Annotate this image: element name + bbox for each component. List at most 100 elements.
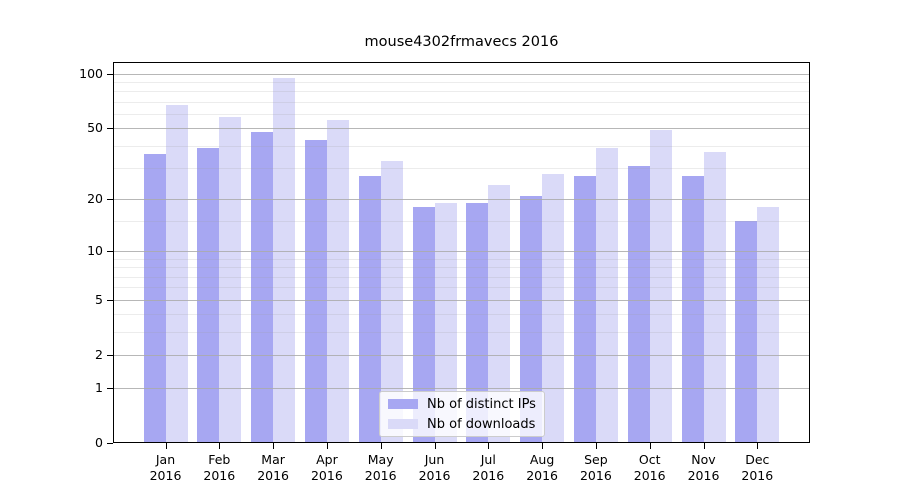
bar-nb-of-downloads-nov-2016 [703, 151, 726, 443]
x-tick-label-line: May [367, 452, 394, 467]
bar-nb-of-distinct-ips-jan-2016 [143, 154, 166, 443]
gridline-minor-90 [113, 82, 810, 84]
bar-nb-of-downloads-jun-2016 [434, 203, 457, 443]
bar-nb-of-distinct-ips-mar-2016 [251, 131, 274, 443]
y-tick-mark-1 [107, 387, 113, 389]
bar-nb-of-downloads-mar-2016 [273, 77, 296, 443]
bar-nb-of-distinct-ips-apr-2016 [304, 140, 327, 443]
x-tick-mark-jun-2016 [434, 443, 436, 449]
gridline-major-20 [113, 199, 810, 201]
x-tick-label-line: 2016 [257, 467, 289, 483]
legend: Nb of distinct IPs Nb of downloads [379, 391, 545, 437]
x-tick-label-mar-2016: Mar 2016 [241, 452, 305, 483]
x-tick-label-sep-2016: Sep 2016 [564, 452, 628, 483]
x-tick-label-line: 2016 [579, 467, 612, 483]
gridline-major-100 [113, 73, 810, 75]
legend-item-downloads: Nb of downloads [388, 417, 536, 432]
x-tick-mark-apr-2016 [326, 443, 328, 449]
gridline-major-2 [113, 355, 810, 357]
x-tick-label-line: Jun [424, 452, 445, 467]
x-tick-label-line: 2016 [472, 467, 505, 483]
x-tick-label-line: 2016 [418, 467, 451, 483]
x-tick-label-jun-2016: Jun 2016 [403, 452, 467, 483]
y-tick-label-50: 50 [87, 120, 103, 136]
gridline-major-1 [113, 387, 810, 389]
x-tick-label-line: 2016 [526, 467, 558, 483]
x-tick-label-line: Dec [745, 452, 770, 467]
x-tick-label-jan-2016: Jan 2016 [134, 452, 198, 483]
bar-nb-of-distinct-ips-jun-2016 [412, 207, 435, 443]
gridline-minor-30 [113, 168, 810, 170]
chart-title: mouse4302frmavecs 2016 [364, 34, 559, 50]
x-tick-mark-may-2016 [380, 443, 382, 449]
x-tick-label-line: Aug [529, 452, 555, 467]
x-tick-label-line: Jul [480, 452, 496, 467]
bar-nb-of-downloads-oct-2016 [649, 130, 672, 443]
bar-nb-of-distinct-ips-may-2016 [358, 176, 381, 443]
bar-nb-of-distinct-ips-jul-2016 [466, 203, 489, 443]
gridline-minor-9 [113, 258, 810, 260]
legend-swatch-distinct-ips-icon [388, 399, 418, 409]
x-tick-label-apr-2016: Apr 2016 [295, 452, 359, 483]
x-tick-label-jul-2016: Jul 2016 [456, 452, 520, 483]
plot-area [113, 62, 810, 443]
x-tick-label-dec-2016: Dec 2016 [725, 452, 789, 483]
x-tick-label-line: Oct [638, 452, 661, 467]
gridline-minor-60 [113, 114, 810, 116]
x-tick-mark-nov-2016 [703, 443, 705, 449]
y-tick-label-0: 0 [95, 435, 103, 450]
legend-swatch-downloads-icon [388, 419, 418, 429]
bar-nb-of-downloads-jul-2016 [488, 185, 511, 443]
gridline-minor-40 [113, 145, 810, 147]
x-tick-label-line: 2016 [633, 467, 666, 483]
y-tick-mark-0 [107, 443, 113, 444]
x-tick-label-line: 2016 [149, 467, 182, 483]
gridline-minor-70 [113, 102, 810, 103]
y-tick-mark-2 [107, 355, 113, 357]
x-tick-label-line: Jan [155, 452, 176, 467]
y-tick-label-100: 100 [79, 65, 103, 81]
y-tick-mark-100 [107, 73, 113, 75]
bar-nb-of-downloads-feb-2016 [219, 116, 242, 443]
x-tick-label-feb-2016: Feb 2016 [187, 452, 251, 483]
gridline-minor-4 [113, 314, 810, 316]
x-tick-label-may-2016: May 2016 [349, 452, 413, 483]
y-tick-label-20: 20 [87, 191, 103, 207]
x-tick-mark-jul-2016 [488, 443, 490, 449]
y-tick-mark-10 [107, 251, 113, 253]
x-tick-label-line: 2016 [310, 467, 343, 483]
x-tick-label-line: Mar [261, 452, 285, 467]
y-tick-label-1: 1 [95, 379, 103, 395]
x-tick-mark-mar-2016 [273, 443, 275, 449]
y-tick-label-2: 2 [95, 347, 103, 363]
bar-nb-of-distinct-ips-aug-2016 [520, 195, 543, 443]
gridline-minor-6 [113, 287, 810, 289]
x-tick-mark-aug-2016 [542, 443, 544, 449]
legend-label-distinct-ips: Nb of distinct IPs [427, 396, 536, 412]
bar-nb-of-distinct-ips-oct-2016 [627, 165, 650, 443]
x-tick-mark-jan-2016 [165, 443, 167, 449]
x-tick-label-line: 2016 [687, 467, 720, 483]
bar-nb-of-downloads-jan-2016 [165, 105, 188, 443]
gridline-minor-3 [113, 332, 810, 334]
x-tick-label-line: 2016 [741, 467, 774, 483]
bar-nb-of-downloads-aug-2016 [542, 173, 565, 443]
legend-item-distinct-ips: Nb of distinct IPs [388, 397, 536, 412]
legend-label-downloads: Nb of downloads [427, 416, 536, 432]
x-tick-label-line: 2016 [364, 467, 397, 483]
x-tick-mark-sep-2016 [595, 443, 597, 449]
gridline-major-50 [113, 128, 810, 130]
x-tick-label-oct-2016: Oct 2016 [618, 452, 682, 483]
bar-nb-of-distinct-ips-nov-2016 [681, 176, 704, 443]
gridline-minor-80 [113, 91, 810, 93]
x-tick-label-line: 2016 [203, 467, 236, 483]
bar-nb-of-distinct-ips-sep-2016 [573, 176, 596, 443]
gridline-major-5 [113, 299, 810, 301]
y-tick-mark-20 [107, 199, 113, 201]
bar-nb-of-downloads-sep-2016 [595, 147, 618, 443]
gridline-minor-8 [113, 267, 810, 269]
x-tick-label-line: Apr [316, 452, 338, 467]
bar-nb-of-downloads-apr-2016 [326, 119, 349, 443]
bar-nb-of-distinct-ips-feb-2016 [197, 147, 220, 443]
